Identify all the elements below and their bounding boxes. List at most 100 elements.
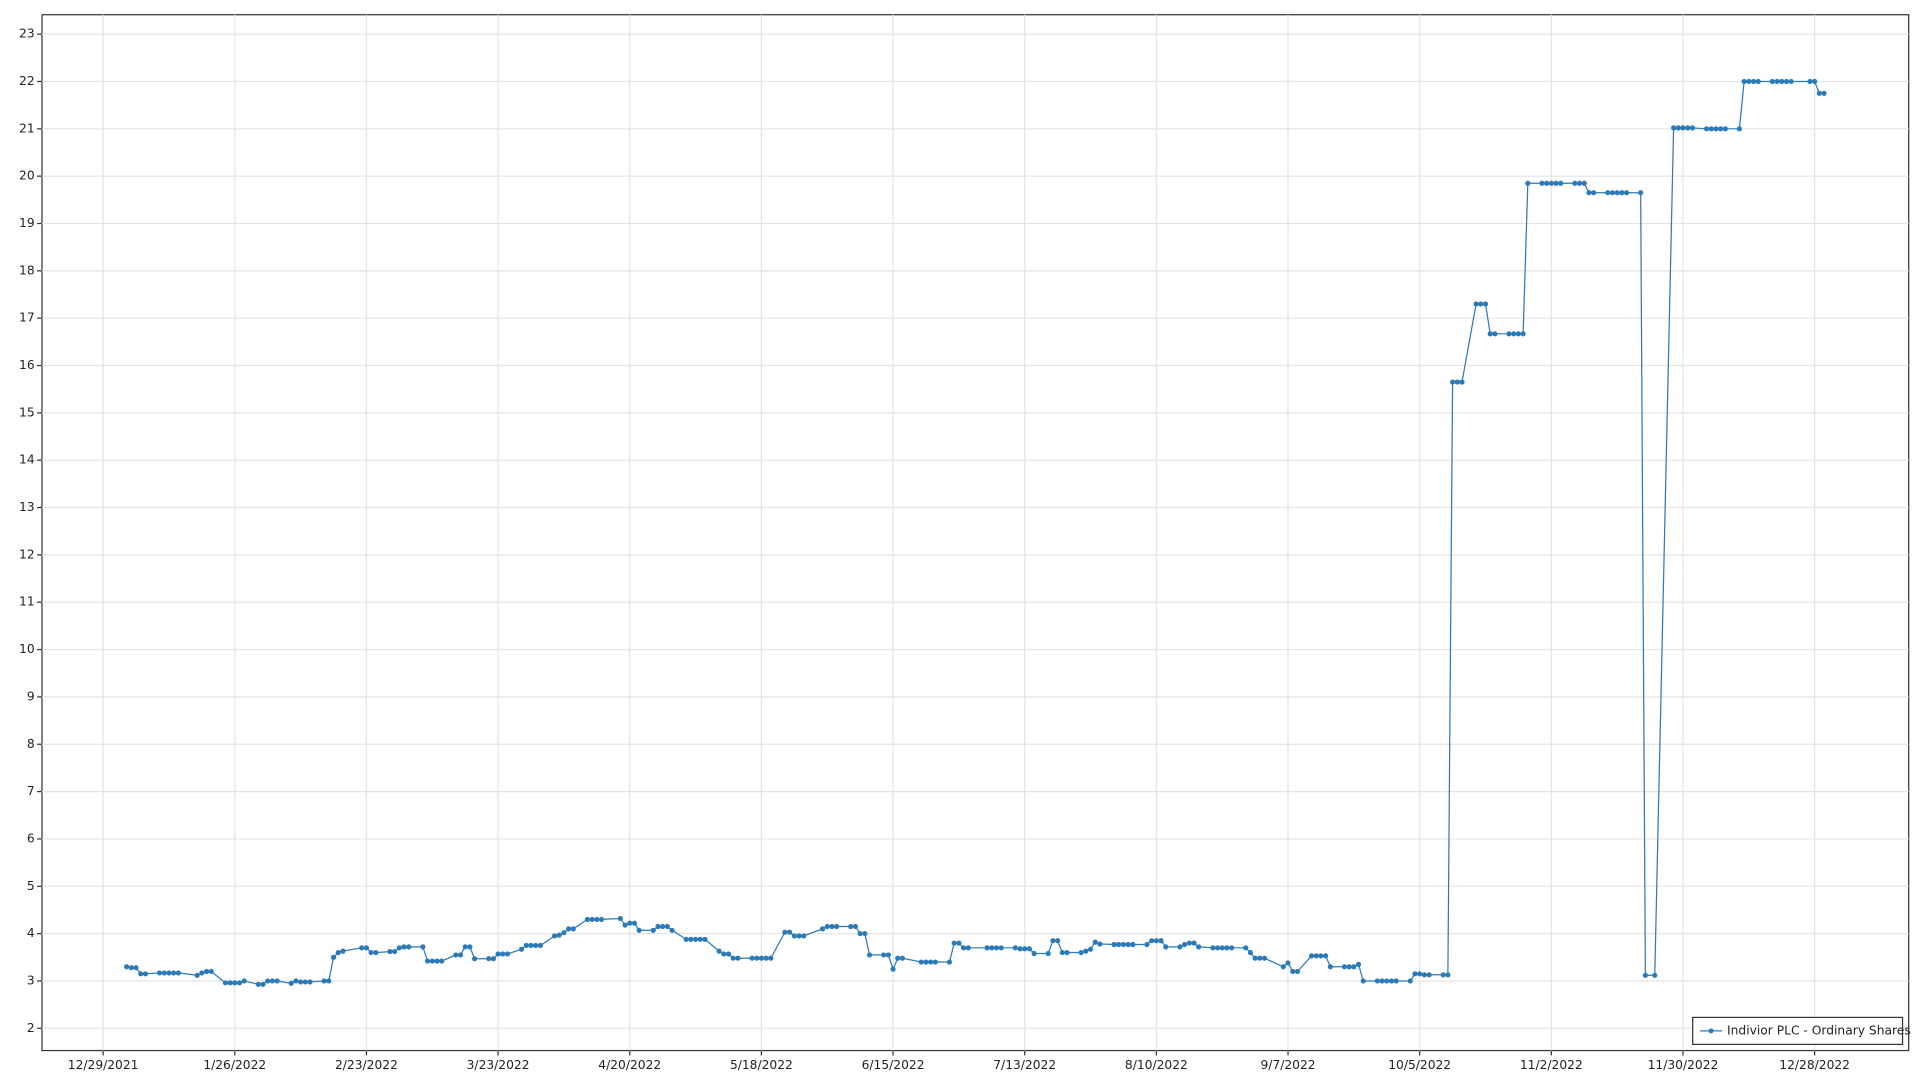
- point: [199, 970, 205, 976]
- point: [1671, 125, 1677, 131]
- point: [1384, 978, 1390, 984]
- point: [236, 980, 243, 986]
- point: [1454, 379, 1460, 385]
- point: [227, 980, 233, 986]
- point: [255, 981, 261, 987]
- point: [1308, 953, 1315, 959]
- y-tick-label: 11: [19, 595, 35, 609]
- legend: Indivior PLC - Ordinary Shares: [1692, 1016, 1911, 1046]
- point: [1769, 78, 1775, 85]
- y-tick-label: 5: [27, 879, 35, 893]
- point: [359, 945, 365, 951]
- point: [1407, 978, 1413, 984]
- point: [1544, 180, 1550, 186]
- point: [1539, 180, 1545, 186]
- point: [551, 933, 558, 939]
- point: [721, 951, 727, 957]
- x-tick-label: 11/30/2022: [1648, 1058, 1719, 1072]
- point: [401, 944, 407, 950]
- point: [890, 966, 896, 972]
- point: [989, 945, 995, 951]
- point: [1459, 379, 1465, 385]
- point: [1779, 78, 1785, 85]
- point: [1515, 331, 1521, 337]
- point: [457, 952, 464, 958]
- point: [260, 981, 266, 987]
- point: [1689, 125, 1695, 131]
- point: [321, 978, 327, 984]
- y-tick-label: 17: [19, 311, 35, 325]
- point: [439, 958, 445, 964]
- point: [951, 940, 957, 946]
- y-tick-label: 2: [27, 1021, 35, 1035]
- point: [1182, 941, 1188, 948]
- point: [133, 965, 139, 971]
- point: [923, 959, 929, 965]
- point: [363, 945, 370, 951]
- point: [1393, 978, 1399, 984]
- point: [1609, 190, 1616, 196]
- point: [1022, 946, 1028, 952]
- point: [274, 978, 280, 984]
- point: [965, 945, 971, 951]
- point: [561, 930, 567, 936]
- point: [1713, 126, 1719, 132]
- point: [1323, 953, 1329, 959]
- point: [203, 968, 210, 975]
- point: [1087, 946, 1094, 952]
- point: [702, 936, 708, 942]
- point: [848, 923, 854, 930]
- point: [1252, 955, 1258, 961]
- point: [128, 965, 134, 971]
- point: [1812, 78, 1818, 85]
- point: [1746, 78, 1752, 85]
- point: [1247, 949, 1253, 956]
- point: [1478, 301, 1484, 307]
- x-tick-label: 10/5/2022: [1388, 1058, 1451, 1072]
- point: [1229, 945, 1235, 951]
- point: [406, 944, 412, 950]
- point: [1788, 78, 1794, 85]
- point: [1031, 950, 1037, 957]
- y-tick-label: 14: [19, 453, 35, 467]
- point: [504, 951, 511, 957]
- point: [1675, 125, 1681, 131]
- point: [1210, 945, 1216, 951]
- point: [763, 955, 769, 961]
- point: [1374, 978, 1380, 984]
- point: [1440, 972, 1446, 978]
- x-tick-label: 1/26/2022: [203, 1058, 266, 1072]
- point: [1685, 125, 1691, 131]
- point: [1450, 379, 1456, 385]
- point: [692, 936, 699, 942]
- point: [1553, 180, 1559, 186]
- point: [928, 959, 934, 965]
- point: [1214, 945, 1221, 951]
- point: [288, 980, 294, 986]
- point: [918, 959, 924, 965]
- y-tick-label: 20: [19, 169, 35, 183]
- point: [1280, 964, 1286, 970]
- point: [1487, 331, 1493, 337]
- y-tick-label: 7: [27, 784, 35, 798]
- point: [829, 923, 835, 930]
- point: [1351, 964, 1357, 970]
- point: [1163, 944, 1169, 950]
- point: [1741, 78, 1747, 85]
- point: [1638, 190, 1644, 196]
- legend-marker: [1708, 1028, 1714, 1034]
- y-tick-label: 18: [19, 263, 35, 277]
- point: [392, 949, 398, 955]
- point: [424, 958, 431, 964]
- point: [1774, 78, 1780, 85]
- grid: [41, 14, 1909, 1051]
- point: [302, 979, 308, 985]
- point: [664, 923, 670, 930]
- point: [1285, 960, 1291, 966]
- point: [420, 944, 426, 950]
- point: [1186, 940, 1192, 946]
- point: [208, 968, 214, 975]
- point: [1177, 944, 1183, 950]
- x-tick-label: 9/7/2022: [1260, 1058, 1315, 1072]
- point: [1219, 945, 1225, 951]
